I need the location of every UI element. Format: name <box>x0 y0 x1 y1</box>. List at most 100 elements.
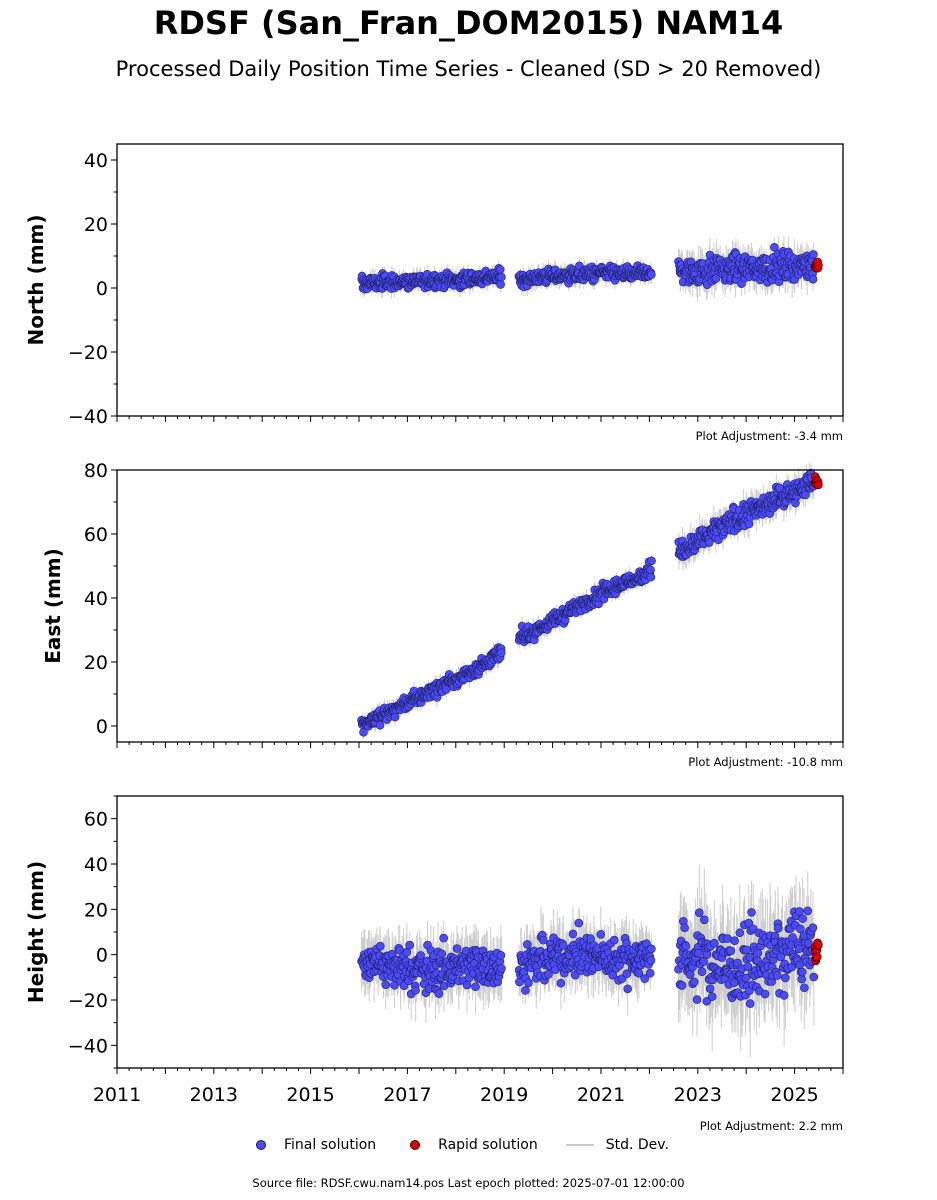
x-tick-label: 2017 <box>383 1084 431 1106</box>
final-solution-point <box>680 923 689 933</box>
final-solution-point <box>452 944 462 953</box>
rapid-solution-point <box>814 940 823 950</box>
final-solution-point <box>702 996 711 1006</box>
final-solution-point <box>689 977 699 987</box>
final-solution-point <box>795 907 804 916</box>
final-solution-point <box>753 948 763 958</box>
final-solution-point <box>622 969 632 979</box>
final-solution-point <box>681 941 691 951</box>
y-tick-label: −40 <box>68 1035 108 1057</box>
final-solution-point <box>647 270 656 279</box>
rapid-solution-point <box>814 480 823 490</box>
final-solution-point <box>574 918 584 928</box>
east-y-axis-label: East (mm) <box>41 548 65 664</box>
final-solution-point <box>775 483 784 493</box>
y-tick-label: 40 <box>84 588 108 610</box>
std-dev-line-icon <box>565 1144 594 1146</box>
final-solution-point <box>694 948 703 958</box>
rapid-solution-point <box>812 952 822 962</box>
final-solution-point <box>747 908 756 917</box>
north-final-points <box>357 243 818 294</box>
final-solution-point <box>376 941 385 951</box>
final-solution-point <box>390 712 400 722</box>
north-y-axis-label: North (mm) <box>24 214 48 345</box>
legend-rapid: Rapid solution <box>404 1137 538 1153</box>
final-solution-point <box>773 923 783 933</box>
source-footer: Source file: RDSF.cwu.nam14.pos Last epo… <box>252 1176 685 1190</box>
x-tick-label: 2015 <box>286 1084 334 1106</box>
final-solution-point <box>779 991 789 1000</box>
final-solution-point <box>439 933 448 943</box>
final-solution-point <box>677 981 687 990</box>
east-plot-adjustment: Plot Adjustment: -10.8 mm <box>688 755 843 769</box>
height-final-solution-series <box>357 864 819 1058</box>
final-solution-point <box>496 951 506 960</box>
north-plot-adjustment: Plot Adjustment: -3.4 mm <box>696 429 843 443</box>
x-tick-label: 2023 <box>674 1084 722 1106</box>
final-solution-point <box>735 928 745 938</box>
final-solution-point <box>411 985 420 995</box>
y-tick-label: −20 <box>68 342 108 364</box>
x-tick-label: 2019 <box>480 1084 528 1106</box>
final-solution-point <box>558 941 568 950</box>
chart-title: RDSF (San_Fran_DOM2015) NAM14 <box>153 4 784 42</box>
panel-east: 0 20 40 60 80 East (mm) Plot Adjustment: -10.8… <box>41 460 844 769</box>
final-solution-point <box>726 946 736 956</box>
east-rapid-solution-series <box>810 472 823 490</box>
final-solution-point <box>705 984 715 994</box>
final-solution-point <box>471 982 480 992</box>
final-solution-point <box>800 983 809 993</box>
final-solution-point <box>770 243 779 252</box>
final-solution-point <box>797 967 807 977</box>
final-solution-point <box>381 980 391 989</box>
rapid-solution-marker-icon <box>410 1140 421 1150</box>
final-solution-point <box>646 565 655 575</box>
final-solution-point <box>730 936 739 945</box>
legend-std: Std. Dev. <box>565 1137 669 1153</box>
final-solution-point <box>609 935 619 945</box>
height-plot-adjustment: Plot Adjustment: 2.2 mm <box>700 1119 843 1133</box>
final-solution-point <box>695 908 704 917</box>
legend-final-label: Final solution <box>284 1137 377 1153</box>
height-rapid-solution-series <box>810 938 823 966</box>
y-tick-label: 20 <box>84 899 108 921</box>
final-solution-point <box>788 933 797 942</box>
final-solution-point <box>760 989 770 999</box>
north-rapid-solution-series <box>810 257 823 273</box>
final-solution-point <box>496 280 505 289</box>
final-solution-point <box>803 906 813 916</box>
final-solution-marker-icon <box>256 1140 266 1150</box>
legend: Final solution Rapid solution Std. Dev. <box>250 1137 697 1153</box>
final-solution-point <box>647 556 656 566</box>
panel-north: −40 −20 0 20 40 North (mm) Plot Adjustment: -3… <box>24 143 844 443</box>
final-solution-point <box>437 949 447 959</box>
final-solution-point <box>743 962 753 971</box>
final-solution-point <box>733 958 742 968</box>
final-solution-point <box>497 272 506 282</box>
x-tick-label: 2013 <box>190 1084 238 1106</box>
final-solution-point <box>434 989 444 998</box>
final-solution-point <box>462 980 472 990</box>
final-solution-point <box>405 940 415 950</box>
panel-height: −40 −20 0 20 40 60 2011 2013 2015 2017 2019 2021 202… <box>24 795 844 1133</box>
final-solution-point <box>495 265 505 274</box>
final-solution-point <box>646 956 656 965</box>
final-solution-point <box>608 970 618 980</box>
final-solution-point <box>697 967 707 977</box>
east-final-solution-series <box>357 462 819 739</box>
final-solution-point <box>745 999 755 1008</box>
final-solution-point <box>809 250 818 259</box>
x-tick-label: 2021 <box>577 1084 625 1106</box>
final-solution-point <box>634 968 644 978</box>
final-solution-point <box>801 490 810 500</box>
final-solution-point <box>523 940 532 949</box>
final-solution-point <box>645 968 655 978</box>
final-solution-point <box>544 970 553 979</box>
y-tick-label: 40 <box>84 150 108 172</box>
final-solution-point <box>707 992 717 1001</box>
final-solution-point <box>692 995 702 1004</box>
final-solution-point <box>808 923 818 932</box>
legend-final: Final solution <box>250 1137 376 1153</box>
final-solution-point <box>699 957 708 966</box>
